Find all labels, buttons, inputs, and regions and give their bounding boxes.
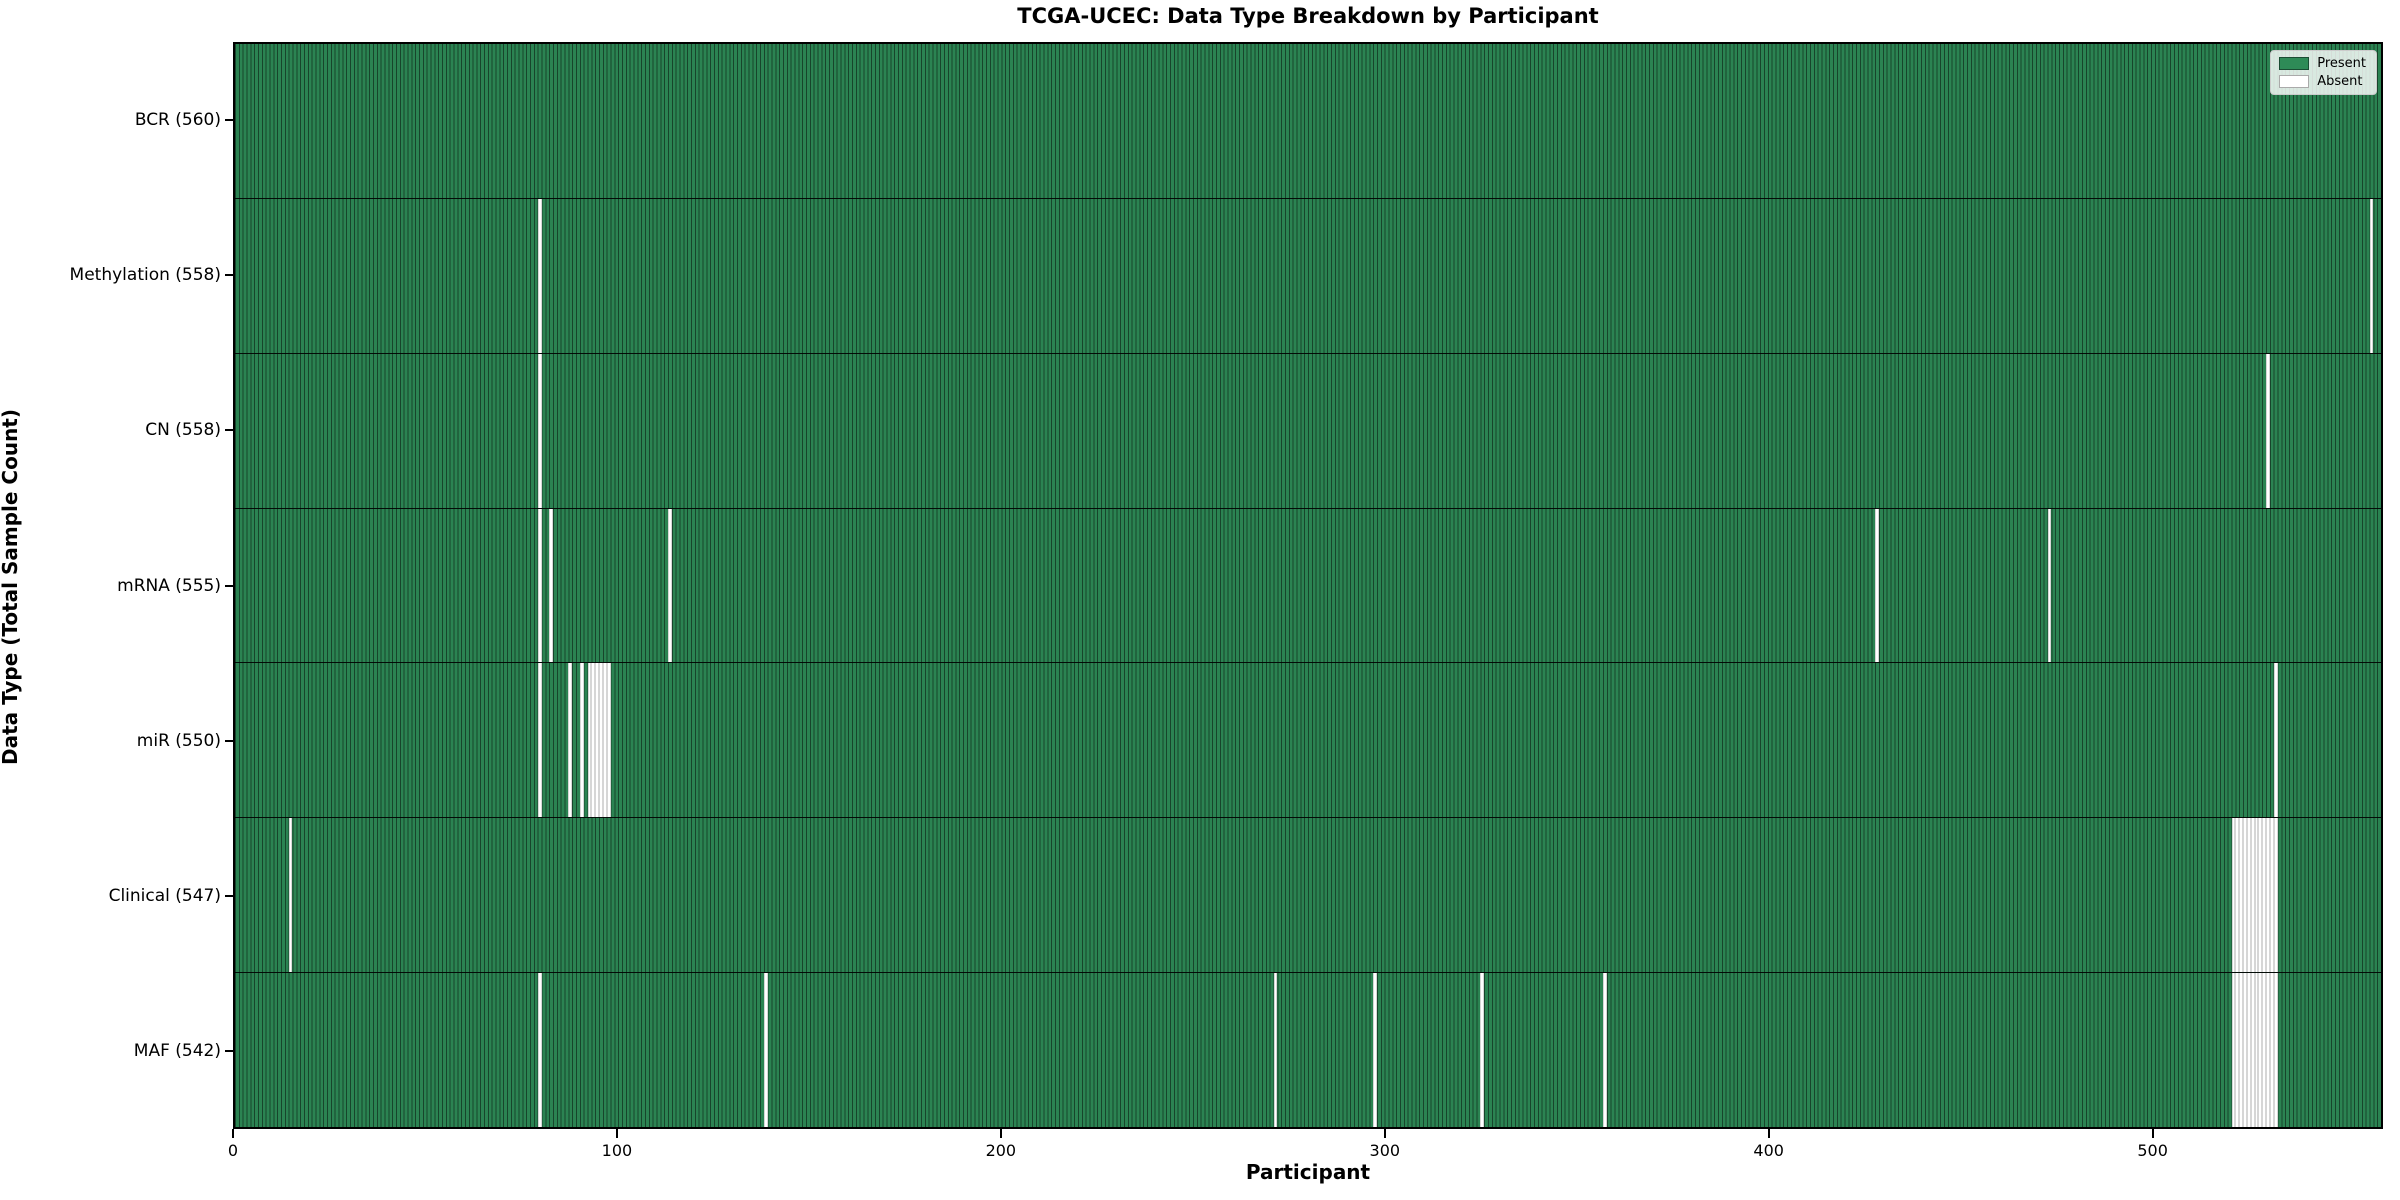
absent-bar <box>2254 973 2259 1128</box>
y-tick-label-methylation: Methylation (558) <box>69 264 221 285</box>
absent-bar <box>1273 973 1278 1128</box>
absent-bar <box>2273 818 2278 973</box>
y-tick-mark <box>225 1050 233 1053</box>
y-tick-label-mrna: mRNA (555) <box>117 575 221 596</box>
absent-bar <box>2262 818 2267 973</box>
absent-bar <box>537 353 542 508</box>
x-tick-label-100: 100 <box>601 1141 633 1160</box>
x-tick-mark <box>2151 1129 2154 1138</box>
absent-bar <box>587 663 592 818</box>
x-tick-label-200: 200 <box>985 1141 1017 1160</box>
absent-bar <box>599 663 603 818</box>
absent-bar <box>2273 663 2278 818</box>
present-swatch-icon <box>2279 57 2310 70</box>
absent-bar <box>2250 818 2255 973</box>
y-tick-label-mir: miR (550) <box>136 730 221 751</box>
absent-bar <box>2258 973 2263 1128</box>
absent-bar <box>2243 818 2247 973</box>
y-tick-mark <box>225 118 233 121</box>
absent-bar <box>1603 973 1607 1128</box>
absent-bar <box>2266 353 2270 508</box>
y-tick-mark <box>225 584 233 587</box>
absent-bar <box>591 663 596 818</box>
absent-bar <box>2239 818 2244 973</box>
absent-bar <box>549 508 554 663</box>
legend-label-present: Present <box>2317 56 2366 71</box>
x-tick-mark <box>615 1129 618 1138</box>
absent-bar <box>2235 818 2240 973</box>
absent-bar <box>2266 973 2270 1128</box>
x-tick-mark <box>232 1129 234 1138</box>
absent-bar <box>2231 973 2236 1128</box>
absent-bar <box>568 663 573 818</box>
absent-bar <box>537 973 542 1128</box>
y-tick-mark <box>225 895 233 898</box>
absent-bar <box>763 973 768 1128</box>
absent-bar <box>606 663 611 818</box>
absent-bar <box>2235 973 2240 1128</box>
legend-entry-absent: Absent <box>2279 75 2366 88</box>
absent-bar <box>2269 973 2274 1128</box>
x-tick-mark <box>1767 1129 1770 1138</box>
chart-row-cn <box>235 353 2381 509</box>
y-tick-label-bcr: BCR (560) <box>134 109 221 130</box>
y-tick-marks <box>225 42 233 1129</box>
chart-row-methylation <box>235 198 2381 354</box>
y-tick-label-maf: MAF (542) <box>133 1041 221 1062</box>
y-tick-label-clinical: Clinical (547) <box>108 886 221 907</box>
x-tick-label-400: 400 <box>1753 1141 1784 1160</box>
absent-bar <box>602 663 607 818</box>
absent-bar <box>537 198 542 353</box>
absent-bar <box>2273 973 2278 1128</box>
x-axis-label: Participant <box>1245 1160 1371 1184</box>
absent-swatch-icon <box>2279 75 2310 88</box>
absent-bar <box>2266 818 2270 973</box>
legend: Present Absent <box>2270 50 2377 95</box>
absent-bar <box>595 663 600 818</box>
absent-bar <box>537 663 542 818</box>
chart-row-mrna <box>235 508 2381 664</box>
absent-bar <box>2246 973 2251 1128</box>
absent-bar <box>2262 973 2267 1128</box>
x-tick-mark <box>999 1129 1002 1138</box>
y-tick-labels: BCR (560) Methylation (558) CN (558) mRNA (… <box>0 42 221 1129</box>
x-axis: 0 100 200 300 400 500 <box>228 1129 2383 1169</box>
chart-row-clinical <box>235 818 2381 974</box>
absent-bar <box>2269 818 2274 973</box>
y-tick-mark <box>225 739 233 742</box>
absent-bar <box>1875 508 1879 663</box>
absent-bar <box>2369 198 2374 353</box>
absent-bar <box>2250 973 2255 1128</box>
y-tick-label-cn: CN (558) <box>145 420 221 441</box>
y-tick-mark <box>225 429 233 432</box>
x-tick-label-300: 300 <box>1369 1141 1401 1160</box>
absent-bar <box>668 508 672 663</box>
chart-title: TCGA-UCEC: Data Type Breakdown by Partic… <box>1017 4 1599 28</box>
absent-bar <box>2231 818 2236 973</box>
legend-label-absent: Absent <box>2317 74 2363 89</box>
absent-bar <box>579 663 584 818</box>
absent-bar <box>2239 973 2244 1128</box>
absent-bar <box>1480 973 1485 1128</box>
x-tick-mark <box>1383 1129 1386 1138</box>
absent-bar <box>2246 818 2251 973</box>
absent-bar <box>537 508 542 663</box>
absent-bar <box>2258 818 2263 973</box>
x-tick-label-0: 0 <box>227 1141 239 1160</box>
y-tick-mark <box>225 273 233 276</box>
chart-row-mir <box>235 663 2381 819</box>
absent-bar <box>1373 973 1377 1128</box>
chart-row-bcr <box>235 44 2381 199</box>
legend-entry-present: Present <box>2279 57 2366 70</box>
absent-bar <box>2047 508 2052 663</box>
chart-row-maf <box>235 973 2381 1128</box>
absent-bar <box>288 818 293 973</box>
absent-bar <box>2243 973 2247 1128</box>
plot-area <box>233 42 2383 1129</box>
absent-bar <box>2254 818 2259 973</box>
x-tick-label-500: 500 <box>2137 1141 2168 1160</box>
